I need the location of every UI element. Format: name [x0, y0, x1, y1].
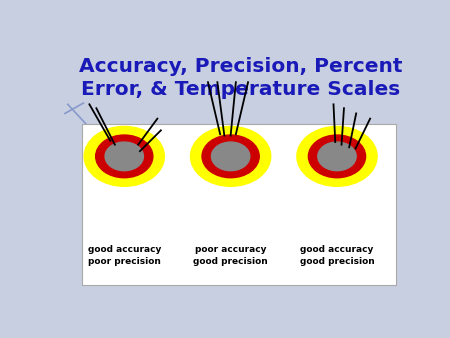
- Text: good accuracy
good precision: good accuracy good precision: [300, 244, 374, 266]
- Circle shape: [297, 126, 377, 186]
- Circle shape: [105, 142, 144, 171]
- Circle shape: [84, 126, 164, 186]
- Circle shape: [318, 142, 356, 171]
- FancyBboxPatch shape: [82, 124, 396, 285]
- Text: Accuracy, Precision, Percent
Error, & Temperature Scales: Accuracy, Precision, Percent Error, & Te…: [79, 57, 403, 99]
- Circle shape: [326, 148, 348, 165]
- Circle shape: [212, 142, 250, 171]
- Circle shape: [113, 148, 135, 165]
- Circle shape: [190, 126, 271, 186]
- Text: poor accuracy
good precision: poor accuracy good precision: [193, 244, 268, 266]
- Circle shape: [308, 135, 365, 178]
- Circle shape: [96, 135, 153, 178]
- Circle shape: [202, 135, 259, 178]
- Circle shape: [220, 148, 242, 165]
- Text: good accuracy
poor precision: good accuracy poor precision: [88, 244, 161, 266]
